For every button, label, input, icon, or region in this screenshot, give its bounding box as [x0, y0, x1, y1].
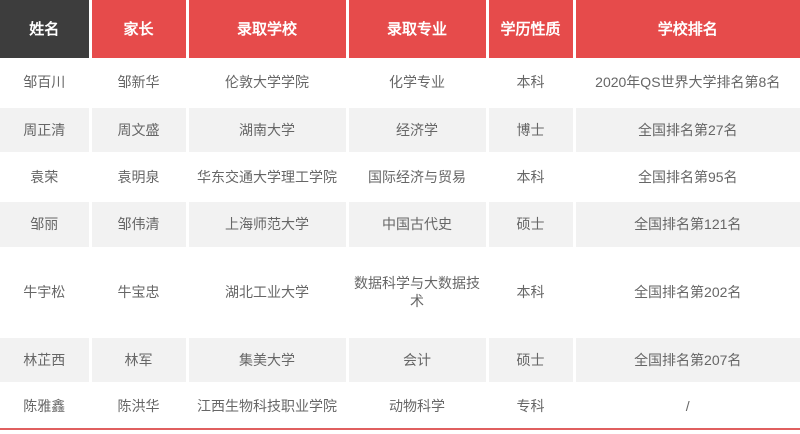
cell-degree-type: 专科 — [485, 382, 576, 428]
cell-student-name: 牛宇松 — [0, 246, 92, 339]
cell-student-name: 袁荣 — [0, 152, 92, 203]
cell-major: 会计 — [345, 334, 489, 386]
cell-major: 化学专业 — [345, 57, 489, 108]
cell-parent-name: 牛宝忠 — [88, 246, 189, 339]
cell-student-name: 邹丽 — [0, 199, 92, 250]
cell-ranking: 全国排名第121名 — [572, 199, 800, 250]
cell-parent-name: 袁明泉 — [88, 152, 189, 203]
cell-major: 国际经济与贸易 — [345, 152, 489, 203]
cell-major: 经济学 — [345, 104, 489, 156]
cell-ranking: 全国排名第95名 — [572, 152, 800, 203]
column-header-school: 录取学校 — [185, 0, 349, 61]
cell-school: 湖北工业大学 — [185, 246, 349, 339]
cell-major: 中国古代史 — [345, 199, 489, 250]
cell-ranking: 全国排名第27名 — [572, 104, 800, 156]
cell-parent-name: 周文盛 — [88, 104, 189, 156]
cell-degree-type: 本科 — [485, 57, 576, 108]
table-row: 邹百川 邹新华 伦敦大学学院 化学专业 本科 2020年QS世界大学排名第8名 — [0, 57, 800, 108]
cell-ranking: 全国排名第202名 — [572, 246, 800, 339]
table-row: 邹丽 邹伟清 上海师范大学 中国古代史 硕士 全国排名第121名 — [0, 199, 800, 250]
table-bottom-border — [0, 428, 800, 430]
table-row: 牛宇松 牛宝忠 湖北工业大学 数据科学与大数据技术 本科 全国排名第202名 — [0, 246, 800, 339]
table-row: 袁荣 袁明泉 华东交通大学理工学院 国际经济与贸易 本科 全国排名第95名 — [0, 152, 800, 203]
cell-school: 华东交通大学理工学院 — [185, 152, 349, 203]
column-header-major: 录取专业 — [345, 0, 489, 61]
cell-degree-type: 本科 — [485, 152, 576, 203]
cell-school: 湖南大学 — [185, 104, 349, 156]
cell-degree-type: 硕士 — [485, 199, 576, 250]
cell-school: 伦敦大学学院 — [185, 57, 349, 108]
cell-degree-type: 博士 — [485, 104, 576, 156]
cell-school: 江西生物科技职业学院 — [185, 382, 349, 428]
cell-student-name: 邹百川 — [0, 57, 92, 108]
cell-student-name: 林芷西 — [0, 334, 92, 386]
cell-degree-type: 本科 — [485, 246, 576, 339]
cell-ranking: 2020年QS世界大学排名第8名 — [572, 57, 800, 108]
cell-parent-name: 邹伟清 — [88, 199, 189, 250]
cell-parent-name: 林军 — [88, 334, 189, 386]
cell-student-name: 陈雅鑫 — [0, 382, 92, 428]
cell-major: 动物科学 — [345, 382, 489, 428]
cell-school: 集美大学 — [185, 334, 349, 386]
table-row: 周正清 周文盛 湖南大学 经济学 博士 全国排名第27名 — [0, 104, 800, 156]
cell-ranking: / — [572, 382, 800, 428]
cell-parent-name: 陈洪华 — [88, 382, 189, 428]
cell-degree-type: 硕士 — [485, 334, 576, 386]
cell-school: 上海师范大学 — [185, 199, 349, 250]
column-header-parent: 家长 — [88, 0, 189, 61]
table-row: 陈雅鑫 陈洪华 江西生物科技职业学院 动物科学 专科 / — [0, 382, 800, 428]
cell-student-name: 周正清 — [0, 104, 92, 156]
cell-major: 数据科学与大数据技术 — [345, 246, 489, 339]
cell-parent-name: 邹新华 — [88, 57, 189, 108]
cell-ranking: 全国排名第207名 — [572, 334, 800, 386]
column-header-ranking: 学校排名 — [572, 0, 800, 61]
header-row: 姓名 家长 录取学校 录取专业 学历性质 学校排名 — [0, 0, 800, 61]
column-header-name: 姓名 — [0, 0, 92, 61]
column-header-degree-type: 学历性质 — [485, 0, 576, 61]
table-row: 林芷西 林军 集美大学 会计 硕士 全国排名第207名 — [0, 334, 800, 386]
